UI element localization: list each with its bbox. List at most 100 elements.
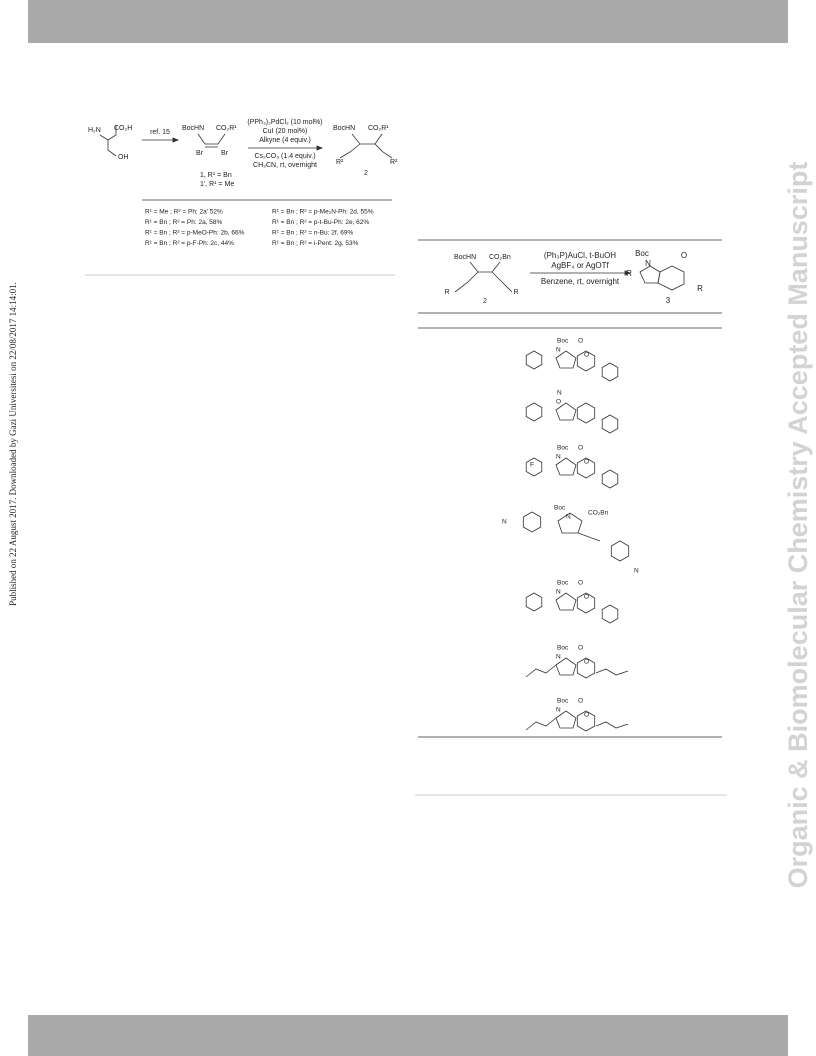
- label: N: [556, 347, 561, 354]
- label: N: [557, 390, 562, 397]
- label: R²: [336, 159, 344, 166]
- label: CO₂R¹: [368, 125, 389, 132]
- ring: [576, 457, 596, 479]
- label: Boc: [554, 505, 566, 512]
- label: R¹ = Bn ; R² = p-t-Bu-Ph: 2e, 62%: [272, 219, 369, 226]
- bond: [339, 143, 361, 159]
- label: R¹ = Bn ; R² = Ph: 2a, 58%: [145, 219, 223, 226]
- label: Boc: [557, 580, 569, 587]
- label: O: [681, 251, 687, 260]
- bond: [107, 140, 117, 157]
- label: N: [645, 259, 651, 268]
- label: N: [634, 568, 639, 575]
- label: R¹ = Bn ; R² = i-Pent: 2g, 53%: [272, 240, 359, 247]
- label: O: [556, 399, 561, 406]
- label: CO₂Bn: [588, 510, 609, 517]
- label: R¹ = Bn ; R² = p-MeO-Ph: 2b, 66%: [145, 230, 245, 237]
- label: R: [513, 289, 518, 296]
- bond: [99, 125, 117, 141]
- label: O: [584, 712, 589, 719]
- ring: [555, 710, 577, 729]
- ring: [657, 265, 685, 291]
- label: H₂N: [88, 127, 101, 134]
- ring: [601, 414, 619, 434]
- label: Br: [221, 150, 229, 157]
- label: Boc: [557, 338, 569, 345]
- header-bar: [28, 0, 788, 43]
- label: Boc: [557, 698, 569, 705]
- ring: [610, 540, 630, 562]
- label: Cs₂CO₃ (1.4 equiv.): [254, 153, 315, 160]
- label: Boc: [635, 249, 649, 258]
- label: OH: [118, 154, 129, 161]
- bond: [595, 668, 629, 676]
- bond: [454, 271, 479, 293]
- label: R: [697, 284, 703, 293]
- label: O: [578, 580, 583, 587]
- label: 1, R¹ = Bn: [200, 172, 232, 179]
- label: R¹ = Bn ; R² = p-F-Ph: 2c, 44%: [145, 240, 234, 247]
- ring: [555, 402, 577, 421]
- bond: [491, 271, 513, 293]
- ring: [639, 265, 661, 284]
- label: 2: [364, 170, 368, 177]
- label: O: [578, 645, 583, 652]
- label: N: [502, 519, 507, 526]
- label: BocHN: [333, 125, 355, 132]
- ring: [557, 512, 583, 534]
- label: CO₂H: [114, 125, 132, 132]
- label: CO₂R¹: [216, 125, 237, 132]
- arrowhead: [624, 270, 632, 276]
- ring: [525, 457, 543, 477]
- label: Boc: [557, 645, 569, 652]
- ring: [601, 362, 619, 382]
- label: CO₂Bn: [489, 254, 511, 261]
- label: O: [578, 445, 583, 452]
- footer-bar: [28, 1015, 788, 1056]
- label: R: [626, 269, 632, 278]
- label: R²: [390, 159, 398, 166]
- label: R¹ = Bn ; R² = n-Bu: 2f, 69%: [272, 230, 354, 237]
- label: R: [444, 289, 449, 296]
- label: BocHN: [454, 254, 476, 261]
- ring: [525, 350, 543, 370]
- label: 3: [666, 296, 671, 305]
- label: F: [530, 462, 534, 469]
- label: O: [584, 659, 589, 666]
- ring: [576, 350, 596, 372]
- bond: [577, 532, 601, 542]
- ring: [555, 592, 577, 611]
- ring: [555, 350, 577, 369]
- arrowhead: [316, 145, 324, 151]
- side-note: Published on 22 August 2017. Downloaded …: [8, 282, 18, 606]
- ring: [576, 710, 596, 732]
- label: CH₃CN, rt, overnight: [253, 162, 317, 169]
- bond: [469, 261, 501, 273]
- label: (PPh₃)₂PdCl₂ (10 mol%): [247, 119, 322, 126]
- arrowhead: [172, 137, 180, 143]
- label: AgBF₄ or AgOTf: [551, 261, 609, 270]
- label: N: [556, 454, 561, 461]
- label: CuI (20 mol%): [263, 128, 308, 135]
- label: Boc: [557, 445, 569, 452]
- ring: [555, 657, 577, 676]
- label: N: [556, 589, 561, 596]
- label: O: [584, 594, 589, 601]
- label: O: [584, 459, 589, 466]
- label: BocHN: [182, 125, 204, 132]
- label: 2: [483, 298, 487, 305]
- ring: [601, 604, 619, 624]
- label: Benzene, rt, overnight: [541, 277, 620, 286]
- label: N: [556, 707, 561, 714]
- label: R¹ = Me ; R² = Ph: 2a' 52%: [145, 209, 223, 216]
- ring: [522, 511, 542, 533]
- bond: [595, 721, 629, 729]
- bond: [525, 664, 557, 678]
- label: O: [578, 338, 583, 345]
- bond: [374, 143, 393, 159]
- label: ref. 15: [150, 129, 170, 136]
- bond: [351, 133, 383, 145]
- ring: [576, 402, 596, 424]
